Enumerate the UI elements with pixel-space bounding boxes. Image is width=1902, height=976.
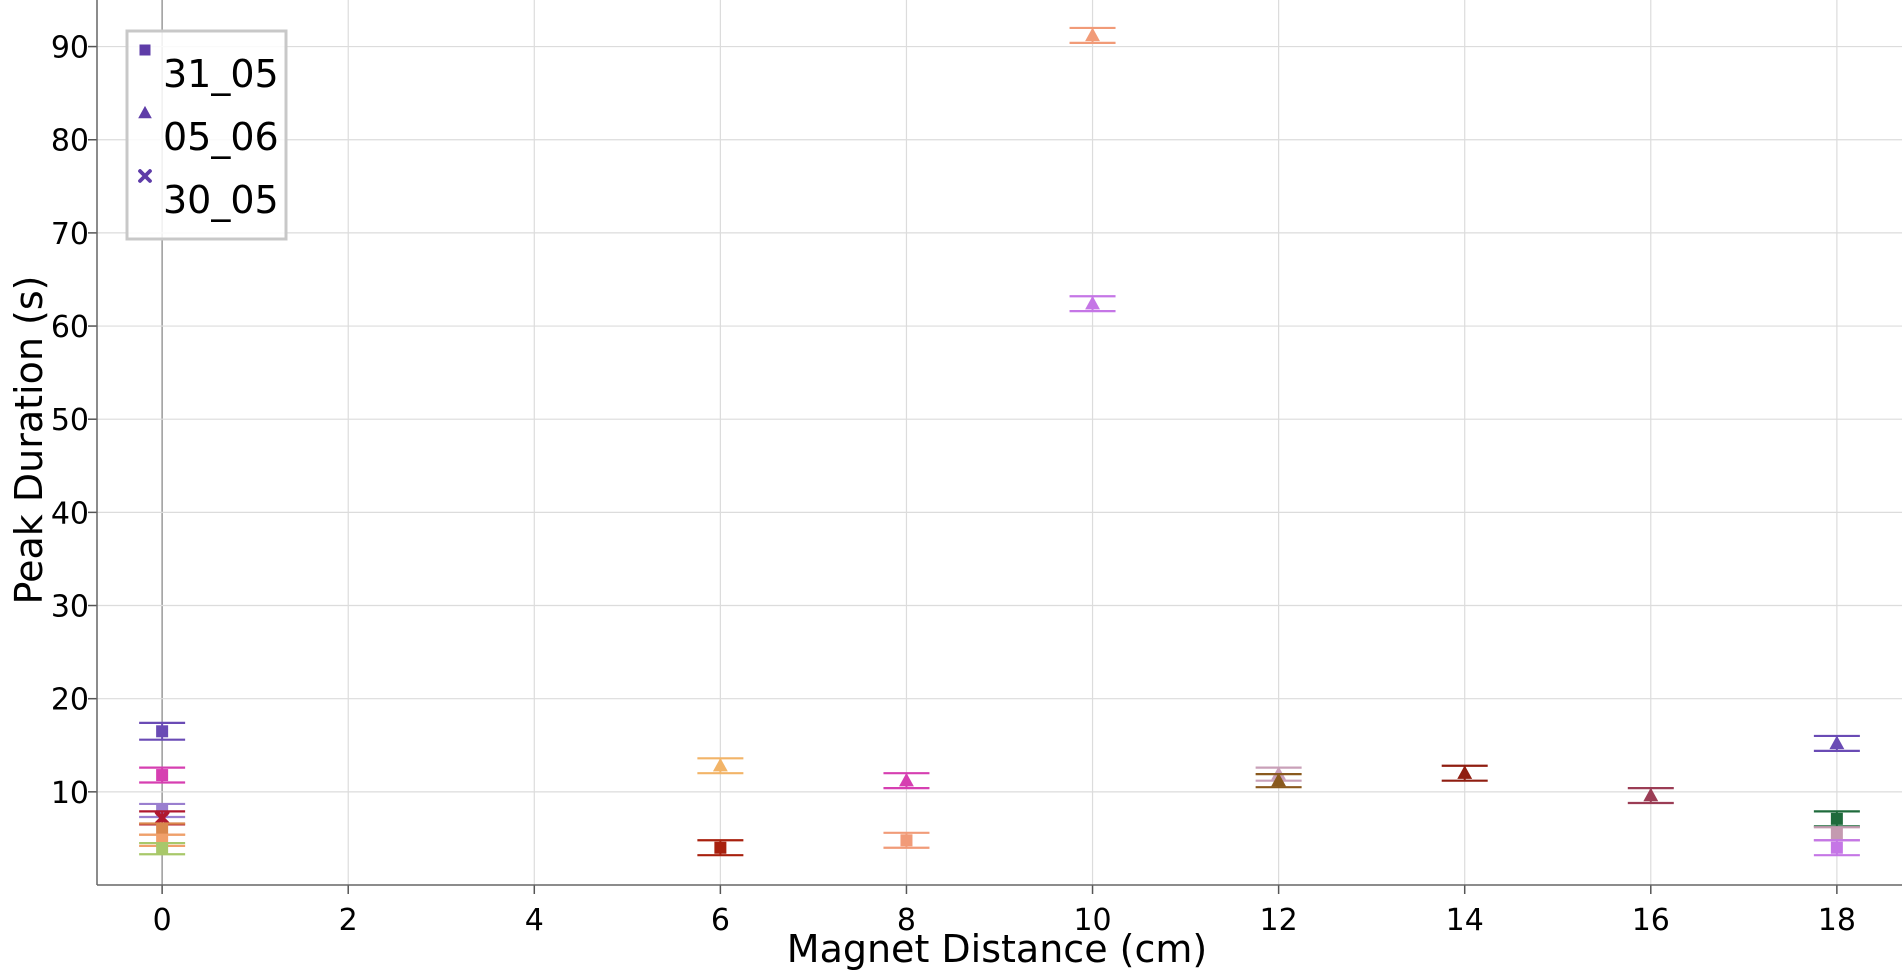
square-marker [139,44,151,56]
data-point [1255,772,1302,789]
x-tick-label: 10 [1073,903,1111,938]
y-tick-label: 90 [51,31,89,66]
y-tick-label: 60 [51,310,89,345]
legend-label-05-06: 05_06 [163,115,279,159]
legend-square-marker-icon [139,44,151,56]
data-point [883,772,930,790]
tick-labels: 0 2 4 6 8 10 12 14 16 18 10 20 30 40 50 60 70 80 90 [51,31,1856,938]
square-marker [1830,812,1843,825]
data-points [139,26,1860,857]
x-tick-label: 8 [897,903,916,938]
legend-x-marker-icon [138,169,152,183]
y-axis-title: Peak Duration (s) [7,276,51,605]
triangle-marker [138,105,152,119]
x-tick-label: 4 [525,903,544,938]
data-point [1069,26,1116,44]
y-tick-label: 40 [51,496,89,531]
square-marker [156,769,169,782]
legend-label-31-05: 31_05 [163,52,279,96]
x-tick-label: 12 [1260,903,1298,938]
data-point [139,766,186,784]
triangle-marker [1643,787,1659,802]
legend-item-31-05: 31_05 [139,44,279,96]
legend-item-30-05: 30_05 [138,169,279,222]
square-marker [1830,841,1843,854]
x-tick-label: 0 [153,903,172,938]
legend: 31_05 05_06 30_05 [125,29,288,241]
y-tick-label: 30 [51,590,89,625]
square-marker [714,841,727,854]
data-point [697,757,744,775]
data-point [697,839,744,857]
data-point [139,841,186,856]
y-tick-label: 70 [51,217,89,252]
x-tick-label: 6 [711,903,730,938]
square-marker [900,834,913,847]
triangle-marker [1271,772,1287,787]
y-tick-label: 20 [51,683,89,718]
y-tick-label: 10 [51,776,89,811]
data-point [1813,810,1860,828]
square-marker [1830,827,1843,840]
data-point [1441,764,1488,782]
triangle-marker [899,772,914,787]
triangle-marker [712,757,728,772]
x-tick-label: 2 [339,903,358,938]
data-point [1813,839,1860,857]
data-point [1069,295,1116,313]
square-marker [156,725,169,738]
triangle-marker [1457,765,1473,779]
data-point [139,721,186,741]
data-point [1813,826,1860,842]
data-point [1627,787,1674,805]
square-marker [156,823,169,836]
x-marker [154,810,170,826]
triangle-marker [1829,735,1845,750]
legend-frame [125,29,288,241]
x-tick-label: 14 [1446,903,1484,938]
legend-label-30-05: 30_05 [163,178,279,222]
y-tick-label: 50 [51,403,89,438]
legend-item-05-06: 05_06 [138,105,279,159]
square-marker [156,842,169,855]
legend-triangle-marker-icon [138,105,152,119]
triangle-marker [1085,27,1100,42]
grid [97,0,1902,885]
data-point [883,831,930,849]
x-marker [138,169,152,183]
x-tick-label: 18 [1818,903,1856,938]
data-point [1813,734,1860,752]
triangle-marker [1085,295,1100,310]
axes [88,0,1902,894]
y-tick-label: 80 [51,124,89,159]
x-tick-label: 16 [1632,903,1670,938]
x-axis-title: Magnet Distance (cm) [787,927,1207,971]
